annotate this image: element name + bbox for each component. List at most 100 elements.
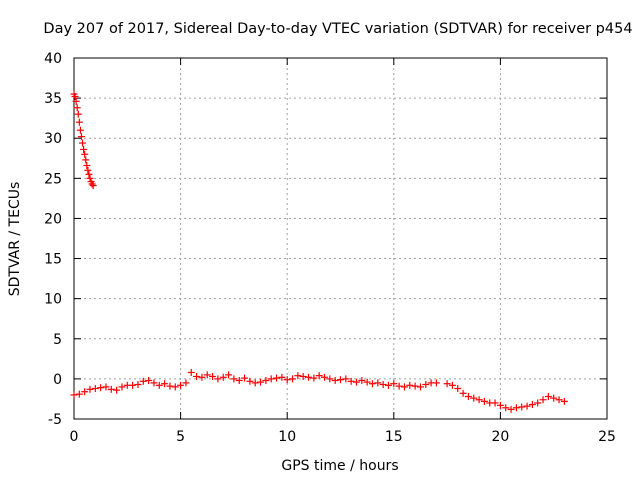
data-point xyxy=(560,397,568,405)
data-point xyxy=(75,390,83,398)
y-tick-label: 35 xyxy=(44,91,62,107)
data-point xyxy=(80,145,88,153)
data-point xyxy=(326,375,334,383)
data-point xyxy=(550,394,558,402)
data-point xyxy=(305,373,313,381)
data-point xyxy=(512,404,520,412)
data-point xyxy=(278,373,286,381)
data-point xyxy=(502,404,510,412)
y-tick-label: 5 xyxy=(53,332,62,348)
data-point xyxy=(294,372,302,380)
data-point xyxy=(384,381,392,389)
data-point xyxy=(89,182,97,190)
data-point xyxy=(75,118,83,126)
data-point xyxy=(273,374,281,382)
data-point xyxy=(79,139,87,147)
data-point xyxy=(129,381,137,389)
y-tick-label: 15 xyxy=(44,252,62,268)
data-point xyxy=(454,385,462,393)
data-point xyxy=(155,381,163,389)
data-point xyxy=(395,382,403,390)
data-point xyxy=(139,377,147,385)
data-point xyxy=(379,381,387,389)
data-point xyxy=(331,376,339,384)
y-tick-label: 30 xyxy=(44,131,62,147)
data-point xyxy=(299,372,307,380)
data-point xyxy=(81,388,89,396)
data-point xyxy=(145,376,153,384)
data-points xyxy=(70,90,568,413)
data-point xyxy=(86,385,94,393)
data-point xyxy=(134,381,142,389)
plot-frame xyxy=(73,57,608,420)
y-axis-label: SDTVAR / TECUs xyxy=(7,182,23,297)
data-point xyxy=(496,401,504,409)
x-tick-label: 15 xyxy=(385,429,403,445)
y-tick-label: 25 xyxy=(44,171,62,187)
data-point xyxy=(539,396,547,404)
data-point xyxy=(267,375,275,383)
y-tick-label: -5 xyxy=(48,412,62,428)
data-point xyxy=(97,384,105,392)
data-point xyxy=(555,396,563,404)
data-point xyxy=(289,375,297,383)
data-point xyxy=(432,379,440,387)
data-point xyxy=(518,403,526,411)
data-point xyxy=(113,386,121,394)
grid-lines xyxy=(74,58,607,419)
data-point xyxy=(88,180,96,188)
x-tick-label: 20 xyxy=(491,429,509,445)
data-point xyxy=(198,373,206,381)
data-point xyxy=(76,126,84,134)
data-point xyxy=(262,376,270,384)
data-point xyxy=(102,383,110,391)
data-point xyxy=(363,378,371,386)
data-point xyxy=(411,382,419,390)
data-point xyxy=(507,405,515,413)
data-point xyxy=(86,174,94,182)
data-point xyxy=(71,93,79,101)
data-point xyxy=(84,166,92,174)
data-point xyxy=(82,156,90,164)
data-point xyxy=(73,104,81,112)
data-point xyxy=(209,372,217,380)
data-point xyxy=(225,371,233,379)
y-tick-label: 10 xyxy=(44,292,62,308)
x-tick-label: 0 xyxy=(70,429,79,445)
data-point xyxy=(406,381,414,389)
data-point xyxy=(235,376,243,384)
data-point xyxy=(166,382,174,390)
data-point xyxy=(422,381,430,389)
data-point xyxy=(251,379,259,387)
data-point xyxy=(219,373,227,381)
data-point xyxy=(118,383,126,391)
data-point xyxy=(246,377,254,385)
data-point xyxy=(528,401,536,409)
data-point xyxy=(416,383,424,391)
data-point xyxy=(107,385,115,393)
data-point xyxy=(203,371,211,379)
data-point xyxy=(182,379,190,387)
data-point xyxy=(77,133,85,141)
y-tick-label: 0 xyxy=(53,372,62,388)
data-point xyxy=(374,379,382,387)
data-point xyxy=(257,378,265,386)
data-point xyxy=(150,379,158,387)
y-tick-label: 40 xyxy=(44,51,62,67)
data-point xyxy=(214,375,222,383)
data-point xyxy=(193,372,201,380)
data-point xyxy=(342,375,350,383)
data-point xyxy=(459,389,467,397)
data-point xyxy=(171,383,179,391)
data-point xyxy=(315,372,323,380)
data-point xyxy=(187,368,195,376)
x-tick-label: 10 xyxy=(278,429,296,445)
data-point xyxy=(544,393,552,401)
chart-title: Day 207 of 2017, Sidereal Day-to-day VTE… xyxy=(43,21,632,37)
data-point xyxy=(534,399,542,407)
data-point xyxy=(448,381,456,389)
data-point xyxy=(480,397,488,405)
data-point xyxy=(352,378,360,386)
data-point xyxy=(337,376,344,384)
